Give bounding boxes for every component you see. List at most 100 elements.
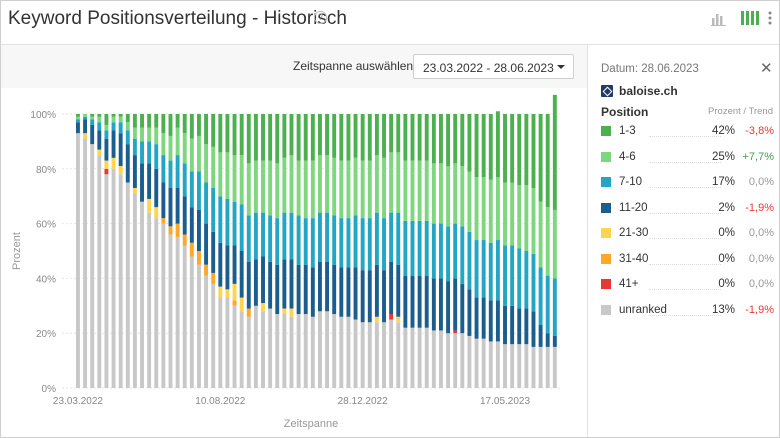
position-row: 21-30 0% 0,0% [601,227,777,241]
dotted-leader [649,187,721,188]
bar-segment-7-10 [453,223,458,279]
date-range-select[interactable]: 23.03.2022 - 28.06.2023 [413,54,574,79]
detail-panel: Datum: 28.06.2023 ✕ baloise.ch Position … [587,45,779,437]
position-trend: 0,0% [748,278,774,290]
bar-segment-1-3 [374,114,379,156]
position-trend: -3,8% [745,125,774,137]
bar-segment-4-6 [439,163,443,224]
bar-segment-11-20 [531,311,536,347]
bar-segment-7-10 [239,204,244,251]
bar-segment-1-3 [76,114,80,117]
bar-segment-11-20 [232,245,237,284]
bar-segment-unranked [125,182,130,388]
bar-segment-11-20 [90,124,95,145]
bar-segment-7-10 [154,144,159,169]
bar-segment-4-6 [161,133,166,156]
y-tick-label: 100% [30,110,56,121]
bar-segment-4-6 [175,127,180,156]
bar-chart-icon[interactable] [711,10,727,26]
bar-segment-unranked [275,314,280,388]
bar-segment-7-10 [396,212,401,265]
bar-segment-31-40 [175,223,180,238]
bar-segment-11-20 [296,264,301,315]
bar-segment-1-3 [346,114,351,161]
bar-segment-unranked [389,319,394,388]
bar-segment-7-10 [332,215,337,265]
help-icon[interactable]: ? [314,11,327,24]
color-swatch [601,151,611,162]
bar-segment-1-3 [474,114,479,178]
bar-segment-unranked [303,314,308,388]
bar-segment-unranked [253,305,258,388]
bar-segment-unranked [332,314,337,388]
bar-segment-1-3 [154,114,159,128]
bar-segment-4-6 [481,177,486,241]
position-trend: +7,7% [742,150,775,163]
bar-segment-unranked [495,341,500,388]
y-tick-label: 40% [36,274,56,285]
page-title: Keyword Positionsverteilung - Historisch [8,8,347,29]
more-menu-icon[interactable] [767,10,773,26]
bar-segment-11-20 [289,259,294,309]
stacked-bar-icon[interactable] [741,10,759,26]
bar-segment-7-10 [140,141,144,164]
color-swatch [601,228,611,238]
bar-segment-1-3 [261,114,265,161]
bar-segment-7-10 [303,218,308,265]
bar-segment-11-20 [303,264,308,315]
bar-segment-unranked [346,316,351,388]
bar-segment-7-10 [310,218,315,268]
close-icon[interactable]: ✕ [760,60,773,77]
bar-segment-4-6 [517,185,522,249]
bar-segment-11-20 [318,261,322,312]
position-row: unranked 13% -1,9% [601,304,777,318]
bar-segment-unranked [510,344,515,388]
bar-segment-unranked [382,322,386,388]
bar-segment-unranked [204,275,209,388]
bar-segment-unranked [104,174,109,388]
bar-segment-11-20 [218,242,223,287]
bar-segment-1-3 [97,114,102,117]
bar-segment-11-20 [446,281,451,334]
bar-segment-4-6 [325,155,330,213]
bar-segment-21-30 [225,289,230,298]
bar-segment-4-6 [282,157,287,213]
position-header: Position [601,105,649,119]
bar-segment-7-10 [218,196,223,243]
bar-segment-1-3 [232,114,237,156]
bar-segment-4-6 [97,116,102,123]
position-percent: 42% [711,125,735,137]
bar-segment-1-3 [225,114,230,153]
position-label: 41+ [619,278,639,290]
bar-segment-11-20 [76,122,80,134]
bar-segment-4-6 [467,171,472,232]
position-trend: 0,0% [748,176,774,188]
bar-segment-7-10 [275,218,280,265]
bar-segment-4-6 [125,122,130,131]
bar-segment-11-20 [175,187,180,224]
bar-segment-21-30 [132,187,137,194]
bar-segment-1-3 [495,111,500,178]
bar-segment-7-10 [374,212,379,265]
bar-segment-21-30 [289,308,294,317]
bar-segment-1-3 [339,114,344,161]
bar-segment-unranked [83,138,88,388]
bar-segment-7-10 [367,218,372,271]
bar-segment-11-20 [197,209,201,251]
bar-segment-4-6 [111,116,116,123]
bar-segment-4-6 [104,124,109,131]
x-tick-label: 28.12.2022 [338,396,388,407]
bar-segment-1-3 [246,114,251,164]
bar-segment-unranked [552,346,557,388]
bar-segment-31-40 [204,264,209,276]
bar-segment-7-10 [189,171,194,208]
bar-segment-1-3 [175,114,180,128]
bar-segment-31-40 [161,218,166,224]
bar-segment-unranked [517,344,522,388]
bar-segment-4-6 [189,138,194,172]
bar-segment-unranked [524,344,529,388]
bar-segment-11-20 [417,275,422,328]
bar-segment-11-20 [83,119,88,134]
bar-segment-4-6 [474,177,479,241]
position-label: 11-20 [619,201,648,214]
